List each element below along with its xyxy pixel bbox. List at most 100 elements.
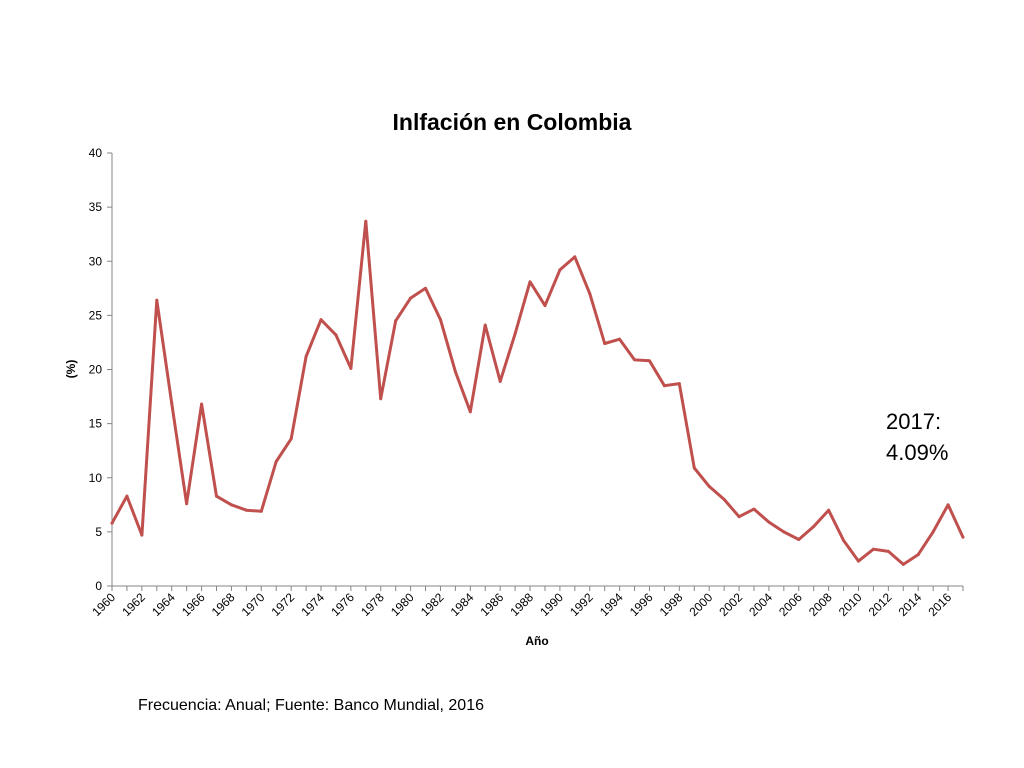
series-point bbox=[170, 401, 174, 405]
series-point bbox=[752, 507, 756, 511]
series-point bbox=[931, 530, 935, 534]
series-point bbox=[871, 547, 875, 551]
series-point bbox=[304, 355, 308, 359]
series-point bbox=[543, 304, 547, 308]
series-point bbox=[692, 466, 696, 470]
x-tick-label: 2002 bbox=[716, 590, 745, 619]
series-point bbox=[782, 530, 786, 534]
series-point bbox=[244, 508, 248, 512]
series-point bbox=[618, 337, 622, 341]
series-point bbox=[633, 358, 637, 362]
x-axis-label: Año bbox=[525, 634, 548, 648]
series-point bbox=[453, 370, 457, 374]
series-point bbox=[289, 437, 293, 441]
x-tick-label: 1970 bbox=[239, 590, 268, 619]
series-point bbox=[394, 319, 398, 323]
x-tick-label: 1966 bbox=[179, 590, 208, 619]
series-point bbox=[662, 384, 666, 388]
series-point bbox=[677, 382, 681, 386]
series-point bbox=[797, 537, 801, 541]
series-point bbox=[334, 333, 338, 337]
x-tick-label: 1982 bbox=[418, 590, 447, 619]
series-point bbox=[767, 520, 771, 524]
series-point bbox=[200, 402, 204, 406]
series-point bbox=[588, 292, 592, 296]
series-point bbox=[856, 559, 860, 563]
y-tick-label: 40 bbox=[89, 146, 103, 160]
x-tick-label: 2008 bbox=[806, 590, 835, 619]
x-tick-label: 1962 bbox=[119, 590, 148, 619]
y-tick-label: 30 bbox=[89, 254, 103, 268]
x-tick-label: 1986 bbox=[478, 590, 507, 619]
y-tick-label: 35 bbox=[89, 200, 103, 214]
x-axis-ticks: 1960 1962 1964 1966 1968 1970 1972 1974 1976 1978… bbox=[89, 586, 964, 619]
series-point bbox=[827, 508, 831, 512]
x-tick-label: 2014 bbox=[896, 590, 925, 619]
series-point bbox=[603, 342, 607, 346]
series-point bbox=[901, 562, 905, 566]
x-tick-label: 1976 bbox=[328, 590, 357, 619]
series-point bbox=[409, 296, 413, 300]
x-tick-label: 2000 bbox=[687, 590, 716, 619]
series-point bbox=[573, 255, 577, 259]
y-tick-label: 15 bbox=[89, 417, 103, 431]
x-tick-label: 2010 bbox=[836, 590, 865, 619]
y-tick-label: 0 bbox=[95, 579, 102, 593]
y-tick-label: 25 bbox=[89, 308, 103, 322]
x-tick-label: 1984 bbox=[448, 590, 477, 619]
series-point bbox=[379, 397, 383, 401]
x-tick-label: 1968 bbox=[209, 590, 238, 619]
x-tick-label: 1992 bbox=[567, 590, 596, 619]
x-tick-label: 1994 bbox=[597, 590, 626, 619]
x-tick-label: 1998 bbox=[657, 590, 686, 619]
series-point bbox=[438, 318, 442, 322]
annotation-year: 2017: bbox=[886, 409, 941, 434]
x-tick-label: 1990 bbox=[537, 590, 566, 619]
series-point bbox=[349, 366, 353, 370]
y-tick-label: 5 bbox=[95, 525, 102, 539]
series-point bbox=[155, 298, 159, 302]
series-point bbox=[513, 332, 517, 336]
series-point bbox=[647, 359, 651, 363]
x-tick-label: 1972 bbox=[268, 590, 297, 619]
series-point bbox=[483, 323, 487, 327]
x-tick-label: 2004 bbox=[746, 590, 775, 619]
x-tick-label: 2012 bbox=[866, 590, 895, 619]
series-point bbox=[842, 539, 846, 543]
x-tick-label: 1980 bbox=[388, 590, 417, 619]
source-note: Frecuencia: Anual; Fuente: Banco Mundial… bbox=[138, 697, 484, 714]
series-point bbox=[722, 497, 726, 501]
x-tick-label: 1988 bbox=[507, 590, 536, 619]
series-point bbox=[737, 515, 741, 519]
x-tick-label: 1960 bbox=[89, 590, 118, 619]
series-point bbox=[961, 535, 965, 539]
series-point bbox=[140, 533, 144, 537]
series-group bbox=[110, 219, 965, 566]
series-point bbox=[558, 268, 562, 272]
x-tick-label: 1996 bbox=[627, 590, 656, 619]
annotation-value: 4.09% bbox=[886, 440, 948, 465]
series-point bbox=[364, 219, 368, 223]
series-point bbox=[916, 553, 920, 557]
series-point bbox=[215, 494, 219, 498]
x-tick-label: 1978 bbox=[358, 590, 387, 619]
series-point bbox=[946, 503, 950, 507]
x-tick-label: 2006 bbox=[776, 590, 805, 619]
x-tick-label: 2016 bbox=[925, 590, 954, 619]
series-point bbox=[812, 524, 816, 528]
x-tick-label: 1974 bbox=[298, 590, 327, 619]
series-point bbox=[886, 549, 890, 553]
series-point bbox=[424, 286, 428, 290]
y-axis-ticks: 0 5 10 15 20 25 30 35 40 bbox=[89, 146, 112, 593]
chart-title: Inlfación en Colombia bbox=[393, 109, 632, 135]
x-tick-label: 1964 bbox=[149, 590, 178, 619]
series-point bbox=[274, 460, 278, 464]
series-point bbox=[229, 503, 233, 507]
series-point bbox=[528, 280, 532, 284]
series-point bbox=[125, 494, 129, 498]
series-point bbox=[468, 410, 472, 414]
y-axis-label: (%) bbox=[64, 360, 78, 379]
series-point bbox=[498, 379, 502, 383]
series-point bbox=[110, 521, 114, 525]
series-point bbox=[319, 318, 323, 322]
